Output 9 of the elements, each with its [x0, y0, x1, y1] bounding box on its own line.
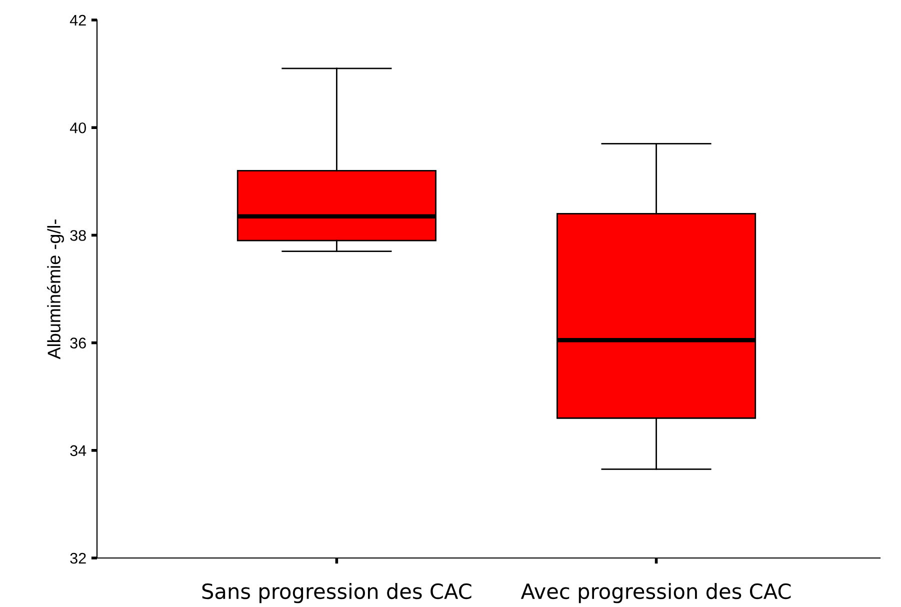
y-tick-label: 32 [70, 552, 86, 564]
x-tick-label: Sans progression des CAC [202, 583, 472, 604]
y-tick-label: 36 [70, 338, 86, 348]
y-tick-label: 42 [70, 14, 86, 26]
x-tick-label: Avec progression des CAC [520, 583, 791, 604]
y-axis-title: Albuminémie -g/l- [46, 220, 64, 360]
y-tick-label: 38 [70, 230, 86, 241]
y-tick-label: 34 [70, 445, 86, 456]
y-tick-label: 40 [70, 122, 86, 134]
